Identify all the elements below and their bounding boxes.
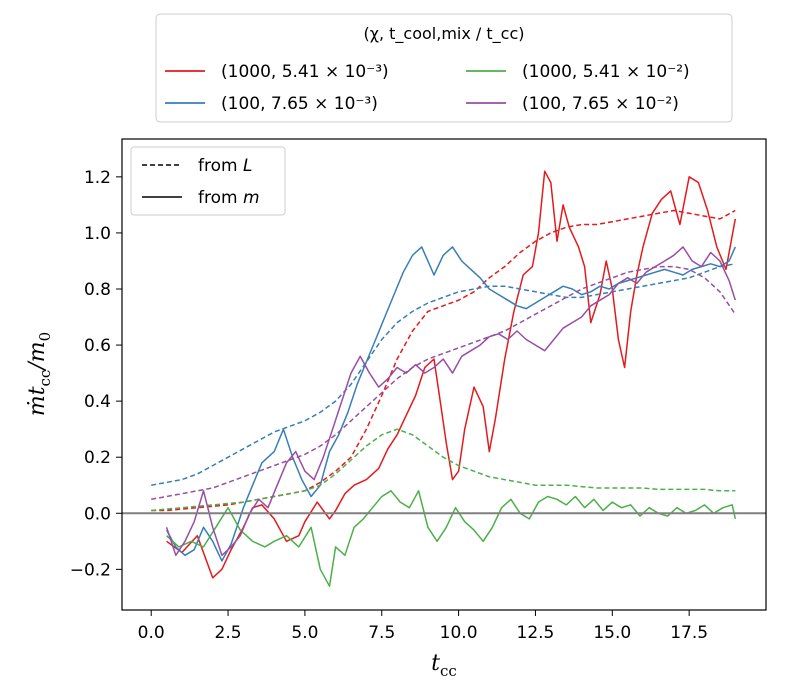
y-tick-label: 0.4 bbox=[84, 392, 111, 412]
x-tick-label: 7.5 bbox=[368, 623, 395, 643]
series-line-green-from-L bbox=[151, 428, 736, 512]
x-tick-label: 15.0 bbox=[593, 623, 631, 643]
series-legend-label: (1000, 5.41 × 10⁻³) bbox=[221, 62, 389, 82]
plot-frame bbox=[121, 138, 767, 611]
series-layer bbox=[151, 170, 737, 587]
series-line-blue-from-L bbox=[151, 263, 736, 486]
series-legend: (χ, t_cool,mix / t_cc) (1000, 5.41 × 10⁻³… bbox=[165, 24, 690, 114]
legend-from-L-label: from L bbox=[198, 156, 252, 176]
line-style-legend-frame bbox=[130, 146, 286, 216]
y-axis: −0.2 0.0 0.2 0.4 0.6 0.8 1.0 1.2 bbox=[70, 168, 122, 580]
y-tick-label: 1.2 bbox=[84, 168, 111, 188]
x-tick-label: 17.5 bbox=[670, 623, 708, 643]
y-axis-label: ṁtcc/m0 bbox=[25, 332, 54, 416]
plot-area: 0.0 2.5 5.0 7.5 10.0 12.5 15.0 17.5 −0.2 0.0 0.2 0… bbox=[70, 138, 767, 643]
x-tick-label: 0.0 bbox=[138, 623, 165, 643]
y-tick-label: 0.8 bbox=[84, 280, 111, 300]
x-tick-label: 2.5 bbox=[215, 623, 242, 643]
x-axis: 0.0 2.5 5.0 7.5 10.0 12.5 15.0 17.5 bbox=[138, 610, 708, 643]
legend-from-m-label: from m bbox=[198, 188, 260, 208]
y-tick-label: 0.2 bbox=[84, 448, 111, 468]
series-line-green-from-m bbox=[166, 490, 737, 587]
x-tick-label: 10.0 bbox=[440, 623, 478, 643]
series-legend-frame bbox=[155, 13, 733, 123]
line-style-legend: from L from m bbox=[130, 146, 286, 216]
x-tick-label: 12.5 bbox=[517, 623, 555, 643]
series-legend-label: (1000, 5.41 × 10⁻²) bbox=[522, 62, 690, 82]
series-line-purple-from-m bbox=[165, 246, 737, 557]
y-tick-label: 1.0 bbox=[84, 224, 111, 244]
y-tick-label: 0.6 bbox=[84, 336, 111, 356]
series-legend-title: (χ, t_cool,mix / t_cc) bbox=[363, 24, 524, 44]
series-legend-label: (100, 7.65 × 10⁻²) bbox=[522, 94, 679, 114]
x-axis-label: tcc bbox=[431, 651, 457, 680]
svg-text:ṁtcc/m0: ṁtcc/m0 bbox=[25, 332, 54, 416]
series-legend-label: (100, 7.65 × 10⁻³) bbox=[221, 94, 378, 114]
series-line-purple-from-L bbox=[151, 265, 736, 501]
y-tick-label: −0.2 bbox=[70, 560, 111, 580]
y-tick-label: 0.0 bbox=[84, 504, 111, 524]
x-tick-label: 5.0 bbox=[291, 623, 318, 643]
